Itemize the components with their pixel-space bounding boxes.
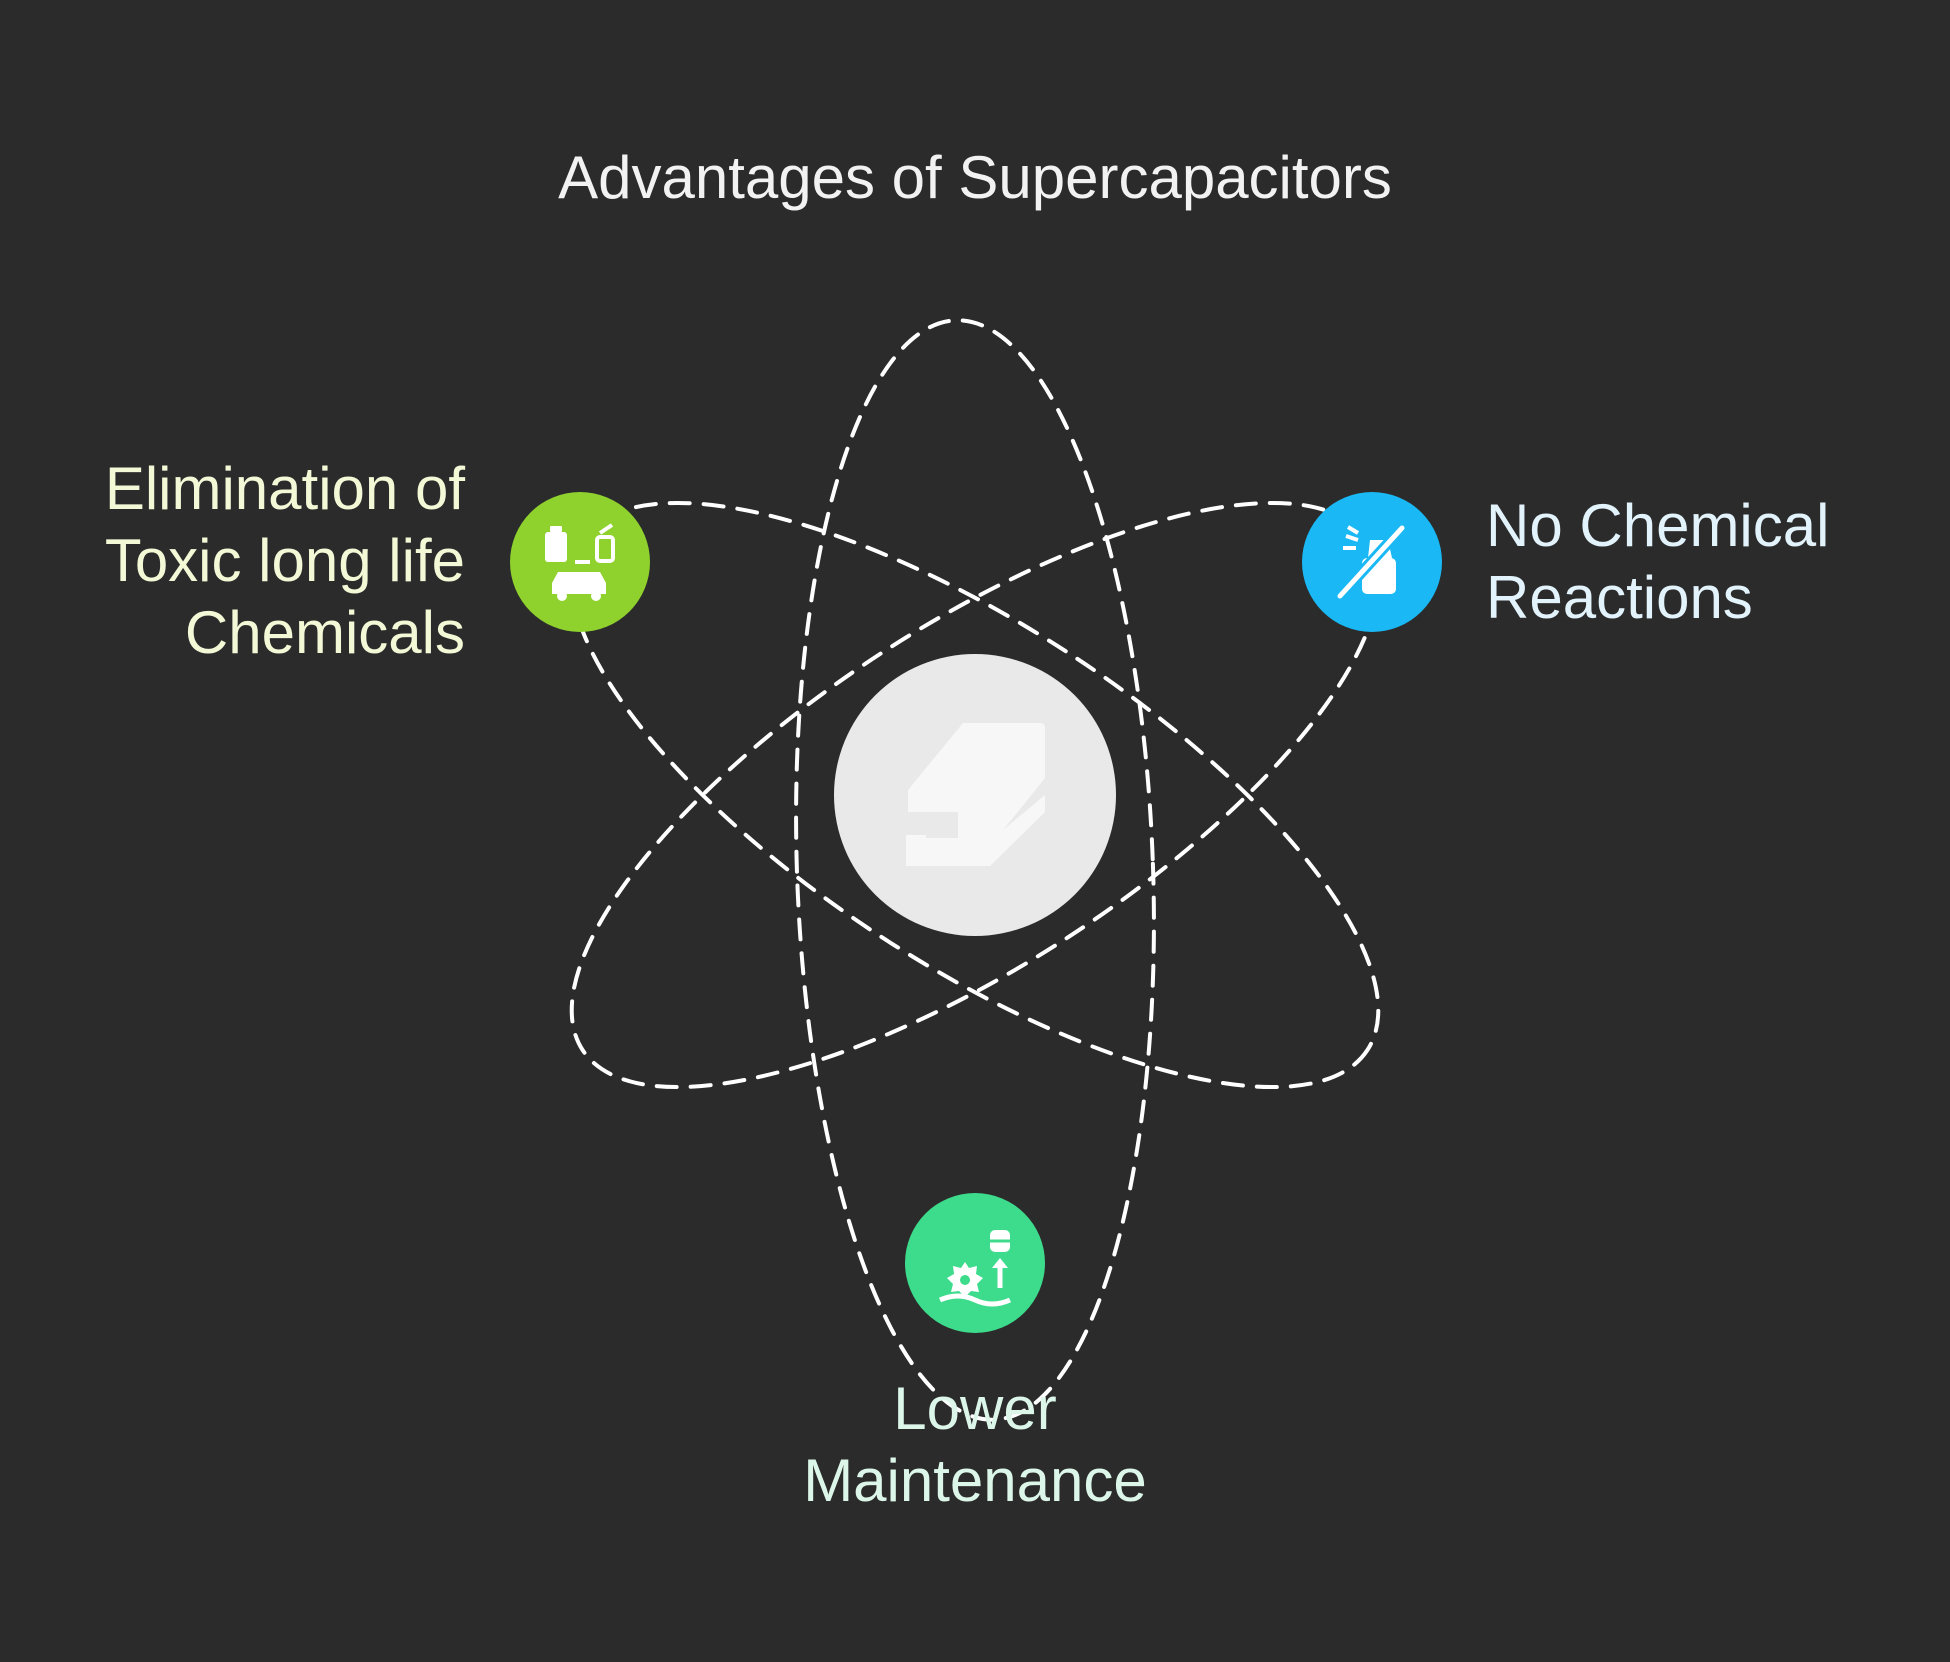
maintenance-label-line: Maintenance: [803, 1447, 1147, 1514]
no-chemical-label: No Chemical Reactions: [1486, 490, 1829, 634]
toxic-chemicals-label: Elimination of Toxic long life Chemicals: [105, 453, 465, 669]
no-chemical-label-line: No Chemical: [1486, 492, 1830, 559]
toxic-chemicals-label-line: Elimination of: [104, 455, 465, 522]
toxic-chemicals-label-line: Chemicals: [184, 599, 465, 666]
battery-car-recycle-icon: [545, 523, 615, 601]
diagram-title: Advantages of Supercapacitors: [558, 144, 1392, 211]
no-chemical-label-line: Reactions: [1486, 564, 1753, 631]
toxic-chemicals-label-line: Toxic long life: [104, 527, 465, 594]
no-chemical-spray-icon: [1334, 522, 1408, 602]
supercapacitor-icon: [906, 723, 1045, 866]
gear-barrel-maintenance-icon: [938, 1230, 1012, 1307]
maintenance-label-line: Lower: [893, 1375, 1057, 1442]
no-chemical-node: [1302, 492, 1442, 632]
maintenance-label: Lower Maintenance: [0, 1373, 1950, 1517]
maintenance-node: [905, 1193, 1045, 1333]
center-nucleus: [834, 654, 1116, 936]
vertical-orbit: [794, 318, 1156, 1422]
toxic-chemicals-node: [510, 492, 650, 632]
maintenance-circle: [905, 1193, 1045, 1333]
